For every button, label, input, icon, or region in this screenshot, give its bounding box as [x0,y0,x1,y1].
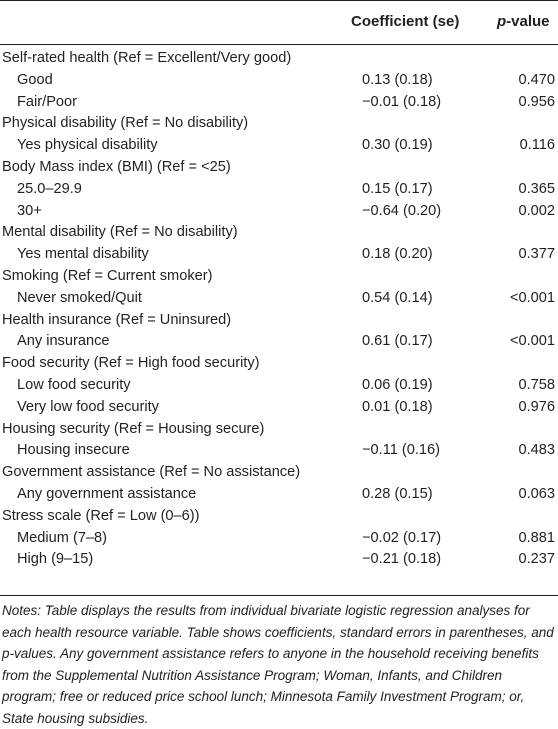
group-label: Smoking (Ref = Current smoker) [2,267,213,284]
pvalue-cell: 0.365 [518,180,555,197]
pvalue-cell: 0.002 [518,202,555,219]
pvalue-header-italic: p [497,13,507,30]
group-label: Housing security (Ref = Housing secure) [2,420,265,437]
coefficient-cell: 0.01 (0.18) [362,398,433,415]
table-row: Housing insecure −0.11 (0.16) 0.483 [0,440,558,462]
pvalue-cell: 0.237 [518,551,555,568]
group-label: Food security (Ref = High food security) [2,355,260,372]
pvalue-cell: 0.976 [518,398,555,415]
coefficient-cell: 0.54 (0.14) [362,289,433,306]
table-row: 25.0–29.9 0.15 (0.17) 0.365 [0,179,558,201]
row-label: Any government assistance [17,485,197,502]
table-row: Any insurance 0.61 (0.17) <0.001 [0,331,558,353]
row-label: Housing insecure [17,442,130,459]
table-bottom-rule [0,595,558,596]
group-label: Physical disability (Ref = No disability… [2,115,249,132]
header-rule [0,44,558,45]
table-group-row: Government assistance (Ref = No assistan… [0,462,558,484]
row-label: Never smoked/Quit [17,289,142,306]
table-group-row: Health insurance (Ref = Uninsured) [0,310,558,332]
row-label: High (9–15) [17,551,94,568]
coefficient-cell: −0.21 (0.18) [362,551,442,568]
row-label: Medium (7–8) [17,529,108,546]
table-row: Fair/Poor −0.01 (0.18) 0.956 [0,92,558,114]
row-label: Very low food security [17,398,159,415]
table-row: Low food security 0.06 (0.19) 0.758 [0,375,558,397]
pvalue-cell: <0.001 [509,333,555,350]
table-row: Any government assistance 0.28 (0.15) 0.06… [0,484,558,506]
table-group-row: Stress scale (Ref = Low (0–6)) [0,506,558,528]
pvalue-cell: 0.881 [518,529,555,546]
row-label: Good [17,71,53,88]
pvalue-cell: 0.377 [518,246,555,263]
table-row: 30+ −0.64 (0.20) 0.002 [0,201,558,223]
row-label: Any insurance [17,333,110,350]
pvalue-cell: <0.001 [509,289,555,306]
table-group-row: Smoking (Ref = Current smoker) [0,266,558,288]
coefficient-cell: −0.64 (0.20) [362,202,442,219]
table-group-row: Housing security (Ref = Housing secure) [0,419,558,441]
pvalue-cell: 0.063 [518,485,555,502]
table-group-row: Mental disability (Ref = No disability) [0,222,558,244]
coefficient-cell: 0.30 (0.19) [362,137,433,154]
table-group-row: Food security (Ref = High food security) [0,353,558,375]
table-row: High (9–15) −0.21 (0.18) 0.237 [0,549,558,571]
group-label: Stress scale (Ref = Low (0–6)) [2,507,200,524]
table-top-rule [0,0,558,1]
coefficient-cell: −0.02 (0.17) [362,529,442,546]
coefficient-cell: 0.61 (0.17) [362,333,433,350]
table-group-row: Physical disability (Ref = No disability… [0,113,558,135]
pvalue-cell: 0.956 [518,93,555,110]
table-group-row: Self-rated health (Ref = Excellent/Very … [0,48,558,70]
row-label: 25.0–29.9 [17,180,82,197]
group-label: Mental disability (Ref = No disability) [2,224,238,241]
table-body: Self-rated health (Ref = Excellent/Very … [0,48,558,571]
column-header-pvalue: p-value [497,12,550,32]
pvalue-cell: 0.470 [518,71,555,88]
coefficient-cell: 0.15 (0.17) [362,180,433,197]
coefficient-cell: 0.28 (0.15) [362,485,433,502]
group-label: Body Mass index (BMI) (Ref = <25) [2,158,231,175]
coefficient-cell: 0.13 (0.18) [362,71,433,88]
column-header-coefficient: Coefficient (se) [351,13,460,30]
group-label: Health insurance (Ref = Uninsured) [2,311,232,328]
coefficient-cell: −0.11 (0.16) [362,442,441,459]
row-label: 30+ [17,202,42,219]
group-label: Government assistance (Ref = No assistan… [2,464,301,481]
table-group-row: Body Mass index (BMI) (Ref = <25) [0,157,558,179]
table-row: Yes physical disability 0.30 (0.19) 0.116 [0,135,558,157]
pvalue-cell: 0.116 [519,137,555,154]
row-label: Yes physical disability [17,137,158,154]
table-notes: Notes: Table displays the results from i… [2,603,554,726]
row-label: Yes mental disability [17,246,149,263]
table-row: Good 0.13 (0.18) 0.470 [0,70,558,92]
pvalue-header-rest: -value [506,13,550,30]
coefficient-cell: −0.01 (0.18) [362,93,442,110]
pvalue-cell: 0.483 [518,442,555,459]
group-label: Self-rated health (Ref = Excellent/Very … [2,50,292,66]
row-label: Low food security [17,376,131,393]
pvalue-cell: 0.758 [518,376,555,393]
table-row: Never smoked/Quit 0.54 (0.14) <0.001 [0,288,558,310]
coefficient-cell: 0.06 (0.19) [362,376,433,393]
table-row: Yes mental disability 0.18 (0.20) 0.377 [0,244,558,266]
table-row: Very low food security 0.01 (0.18) 0.976 [0,397,558,419]
coefficient-cell: 0.18 (0.20) [362,246,433,263]
table-row: Medium (7–8) −0.02 (0.17) 0.881 [0,528,558,550]
row-label: Fair/Poor [17,93,78,110]
